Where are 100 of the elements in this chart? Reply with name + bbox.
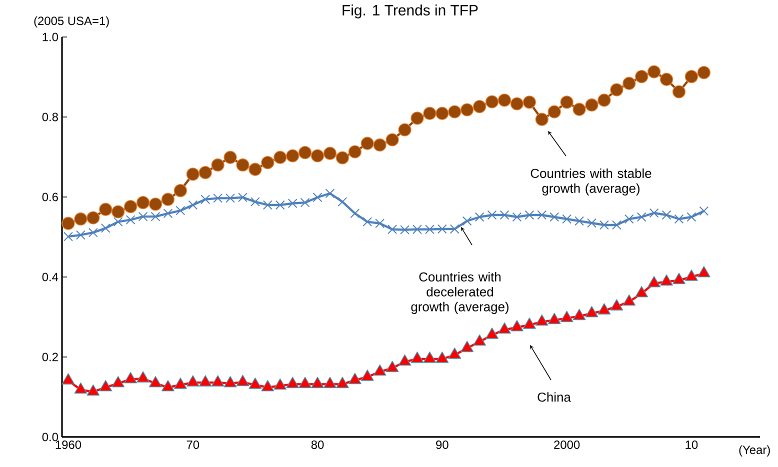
point [213, 193, 223, 203]
y-tick-label: 0.4 [42, 272, 58, 282]
point [535, 314, 548, 326]
y-tick-label: 0.6 [42, 192, 58, 202]
point [622, 294, 636, 306]
point [298, 146, 312, 160]
point [585, 98, 598, 112]
point [398, 123, 412, 136]
point [262, 200, 272, 210]
point [485, 95, 499, 108]
point [560, 96, 574, 109]
point [336, 151, 350, 164]
point [124, 372, 137, 384]
point [99, 202, 112, 216]
point [548, 105, 561, 118]
point [348, 372, 362, 384]
chart-title: Fig. 1 Trends in TFP [342, 4, 478, 18]
point [148, 198, 162, 211]
point [462, 216, 472, 226]
point [498, 322, 511, 334]
point [186, 375, 200, 386]
point [599, 220, 609, 230]
point [635, 70, 648, 84]
point [112, 205, 125, 218]
point [574, 216, 584, 226]
point [362, 217, 372, 227]
point [161, 192, 175, 206]
point [699, 206, 709, 216]
point [535, 112, 548, 126]
point [186, 168, 200, 181]
point [88, 228, 98, 238]
point [248, 378, 262, 389]
point [238, 192, 248, 202]
point [248, 162, 262, 176]
point [198, 166, 212, 180]
point [410, 112, 424, 125]
point [211, 375, 224, 386]
point [311, 376, 324, 388]
point [487, 210, 497, 220]
point [375, 218, 385, 228]
point [300, 198, 310, 208]
point [224, 376, 237, 388]
point [400, 225, 410, 235]
point [250, 197, 260, 207]
point [624, 214, 634, 224]
point [124, 200, 138, 214]
point [388, 224, 398, 234]
annotation: China [538, 392, 571, 402]
point [460, 340, 474, 352]
point [323, 146, 337, 160]
point [286, 149, 300, 162]
y-tick-label: 0.8 [42, 112, 58, 122]
point [312, 192, 322, 202]
point [448, 105, 462, 118]
point [412, 224, 422, 234]
point [373, 364, 386, 376]
point [612, 220, 622, 230]
point [188, 200, 198, 210]
point [537, 210, 547, 220]
point [163, 208, 173, 218]
annotation: Countries with stable growth (average) [530, 168, 652, 196]
x-tick-label: 70 [186, 440, 200, 449]
point [423, 106, 436, 120]
point [150, 212, 160, 222]
point [261, 156, 274, 170]
point [674, 214, 684, 224]
point [162, 380, 174, 392]
point [74, 382, 88, 394]
point [236, 158, 250, 172]
point [310, 149, 324, 162]
point [348, 145, 362, 158]
point [472, 100, 486, 114]
point [274, 150, 287, 164]
point [436, 352, 449, 363]
point [622, 76, 636, 90]
point [62, 373, 75, 384]
point [450, 224, 460, 234]
x-axis-title: (Year) [739, 445, 770, 456]
point [648, 276, 661, 288]
point [298, 376, 312, 388]
y-axis-title: (2005 USA=1) [34, 16, 109, 28]
point [360, 370, 374, 381]
point [138, 212, 148, 222]
x-tick-label: 80 [311, 440, 324, 449]
point [288, 198, 298, 208]
point [697, 266, 710, 278]
point [149, 376, 162, 388]
point [598, 303, 611, 314]
point [86, 384, 100, 396]
point [211, 158, 224, 172]
point [398, 354, 412, 366]
point [522, 96, 536, 109]
point [662, 210, 672, 220]
point [136, 371, 150, 382]
point [437, 224, 447, 234]
point [200, 194, 210, 204]
point [498, 94, 512, 107]
point [486, 328, 498, 339]
point [460, 103, 474, 116]
point [236, 374, 250, 386]
